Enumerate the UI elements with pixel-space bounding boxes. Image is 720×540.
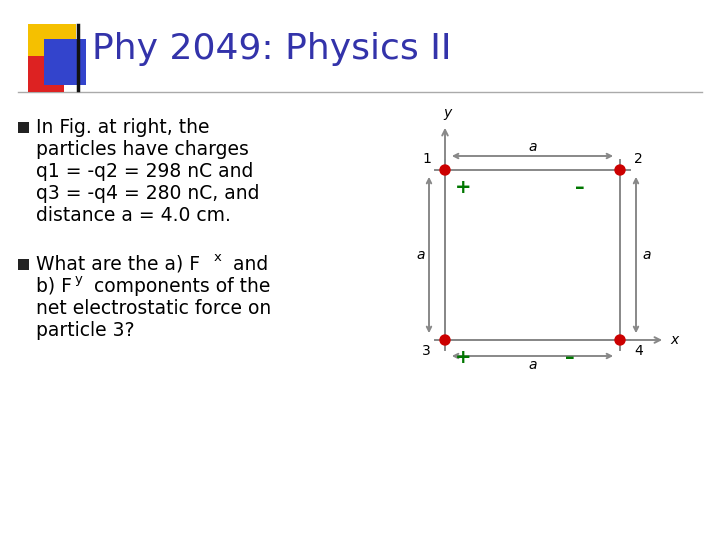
Bar (44, 39, 86, 85)
Text: a: a (642, 248, 650, 262)
Text: In Fig. at right, the: In Fig. at right, the (36, 118, 210, 137)
Text: +: + (455, 178, 472, 197)
Text: –: – (565, 348, 575, 367)
Bar (28, 56, 64, 92)
Bar (18, 122, 29, 133)
Circle shape (615, 165, 625, 175)
Text: x: x (670, 333, 678, 347)
Text: –: – (575, 178, 585, 197)
Bar (18, 259, 29, 270)
Text: particles have charges: particles have charges (36, 140, 249, 159)
Text: 1: 1 (422, 152, 431, 166)
Text: components of the: components of the (82, 277, 271, 296)
Text: a: a (528, 140, 536, 154)
Bar (28, 24, 76, 72)
Text: a: a (528, 358, 536, 372)
Text: 4: 4 (634, 344, 643, 358)
Text: b) F: b) F (36, 277, 72, 296)
Text: y: y (75, 273, 83, 286)
Text: net electrostatic force on: net electrostatic force on (36, 299, 271, 318)
Text: 2: 2 (634, 152, 643, 166)
Text: +: + (455, 348, 472, 367)
Text: y: y (443, 106, 451, 120)
Circle shape (440, 165, 450, 175)
Text: and: and (221, 255, 269, 274)
Text: 3: 3 (422, 344, 431, 358)
Text: a: a (416, 248, 425, 262)
Text: q1 = -q2 = 298 nC and: q1 = -q2 = 298 nC and (36, 162, 253, 181)
Text: x: x (214, 251, 222, 264)
Text: Phy 2049: Physics II: Phy 2049: Physics II (92, 32, 451, 66)
Text: What are the a) F: What are the a) F (36, 255, 200, 274)
Text: q3 = -q4 = 280 nC, and: q3 = -q4 = 280 nC, and (36, 184, 259, 203)
Text: particle 3?: particle 3? (36, 321, 135, 340)
Text: distance a = 4.0 cm.: distance a = 4.0 cm. (36, 206, 231, 225)
Circle shape (615, 335, 625, 345)
Circle shape (440, 335, 450, 345)
